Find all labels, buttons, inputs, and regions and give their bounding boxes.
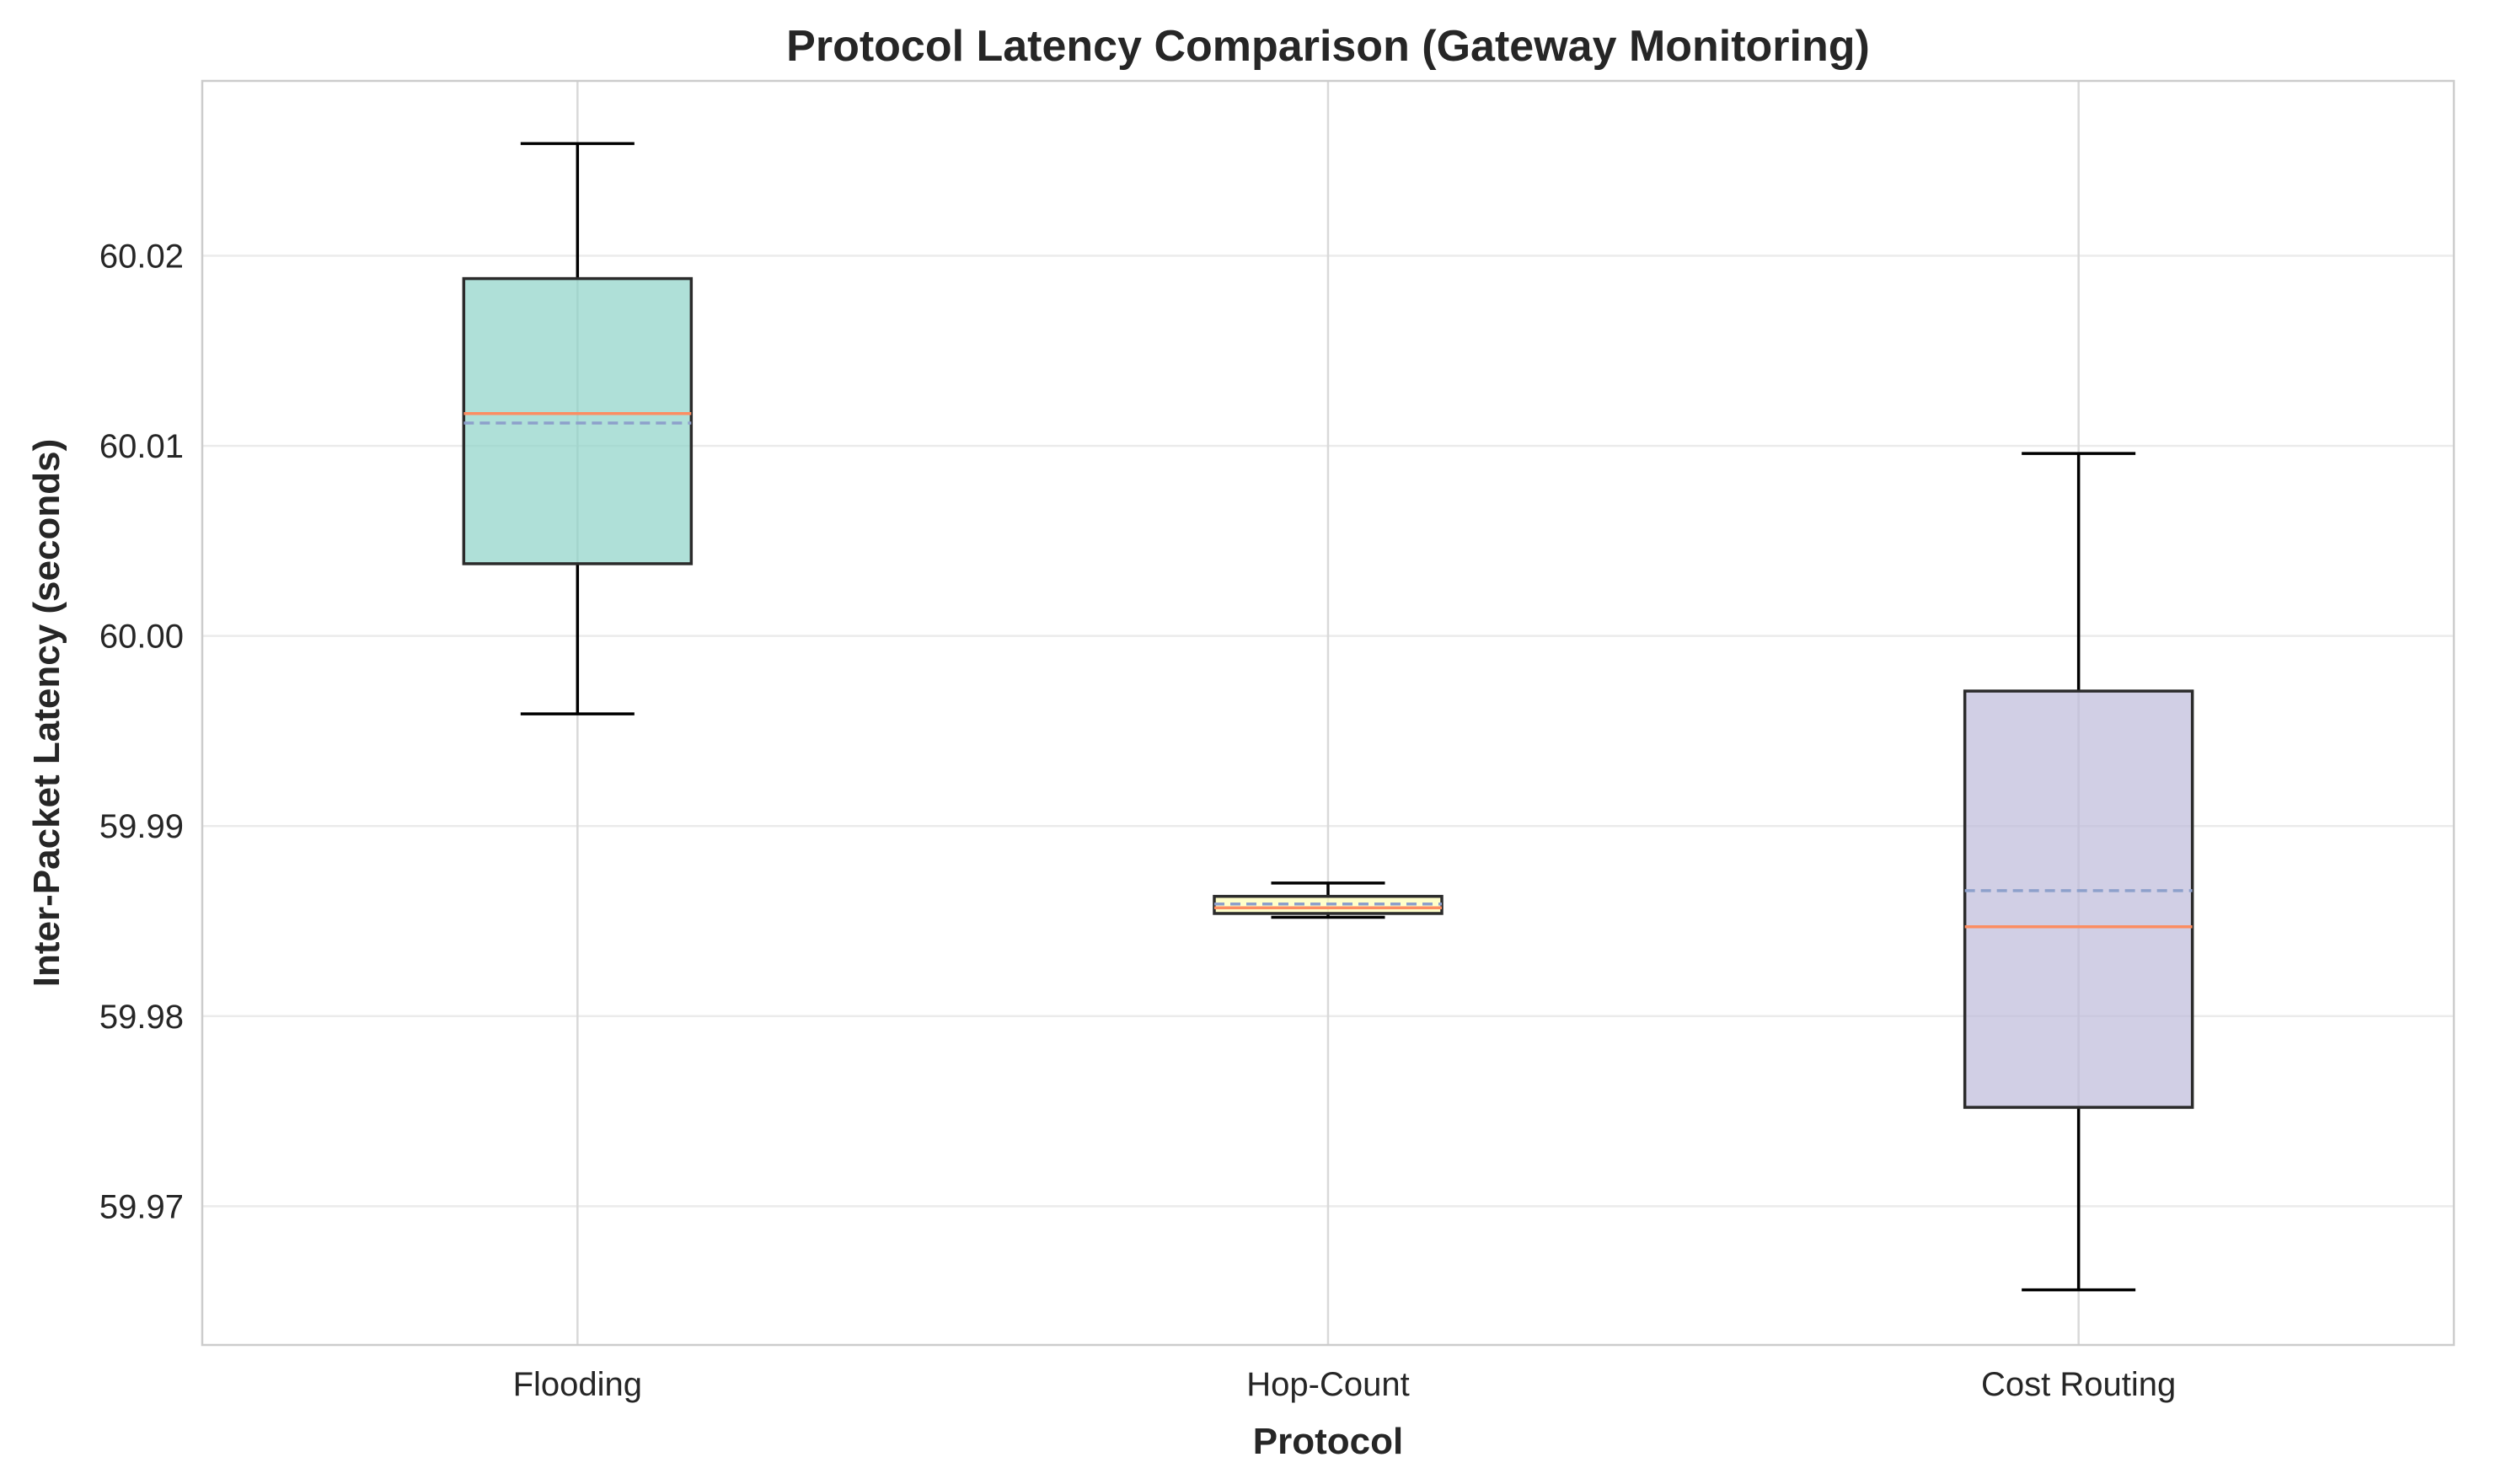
box-group-hop-count — [1213, 881, 1444, 919]
y-tick-label: 60.01 — [99, 428, 184, 465]
y-tick-label: 60.02 — [99, 238, 184, 276]
iqr-box — [1963, 689, 2194, 1109]
x-axis-label: Protocol — [1253, 1421, 1403, 1462]
box-group-cost-routing — [1963, 452, 2194, 1292]
chart-title: Protocol Latency Comparison (Gateway Mon… — [786, 22, 1870, 71]
box-group-flooding — [462, 142, 694, 715]
x-tick-label: Flooding — [513, 1366, 642, 1403]
plot-frame — [201, 79, 2456, 1347]
y-axis-label: Inter-Packet Latency (seconds) — [26, 439, 67, 987]
iqr-box — [462, 276, 694, 565]
y-tick-label: 59.99 — [99, 808, 184, 845]
boxes — [462, 142, 2194, 1292]
x-tick-label: Cost Routing — [1981, 1366, 2176, 1403]
y-tick-label: 59.98 — [99, 999, 184, 1036]
tick-labels: 59.97 59.98 59.99 60.00 60.01 60.02 Flooding Ho… — [99, 238, 2176, 1403]
x-tick-label: Hop-Count — [1246, 1366, 1409, 1403]
y-tick-label: 60.00 — [99, 619, 184, 656]
y-tick-label: 59.97 — [99, 1188, 184, 1225]
